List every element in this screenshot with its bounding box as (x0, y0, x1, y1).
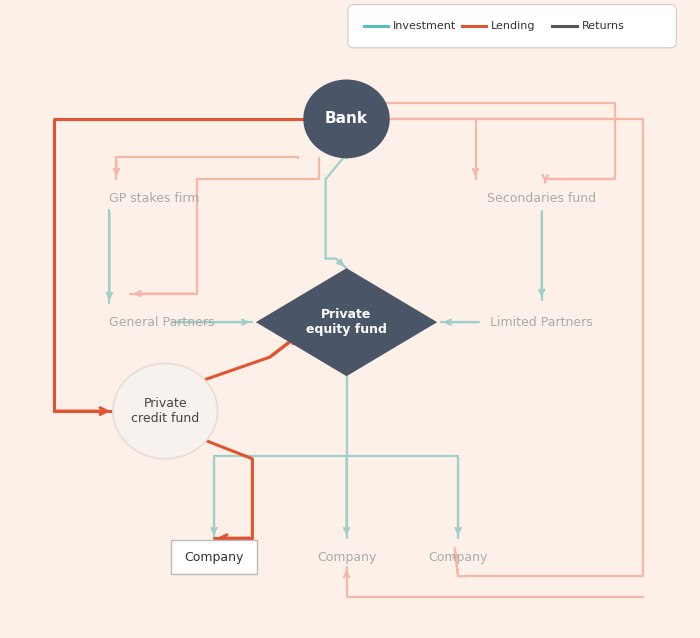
Text: Private
credit fund: Private credit fund (131, 397, 200, 425)
Text: Company: Company (184, 551, 244, 564)
Text: Investment: Investment (393, 21, 456, 31)
Text: Bank: Bank (325, 112, 368, 126)
Text: Secondaries fund: Secondaries fund (487, 192, 596, 205)
Circle shape (303, 80, 390, 158)
Circle shape (113, 364, 218, 459)
Text: Limited Partners: Limited Partners (491, 316, 593, 329)
FancyBboxPatch shape (171, 540, 258, 574)
Text: General Partners: General Partners (109, 316, 215, 329)
Text: Lending: Lending (491, 21, 536, 31)
Text: Returns: Returns (582, 21, 624, 31)
Polygon shape (256, 268, 438, 376)
Text: Company: Company (428, 551, 488, 564)
Text: Private
equity fund: Private equity fund (306, 308, 387, 336)
Text: Company: Company (317, 551, 376, 564)
FancyBboxPatch shape (348, 4, 676, 48)
Text: GP stakes firm: GP stakes firm (109, 192, 200, 205)
